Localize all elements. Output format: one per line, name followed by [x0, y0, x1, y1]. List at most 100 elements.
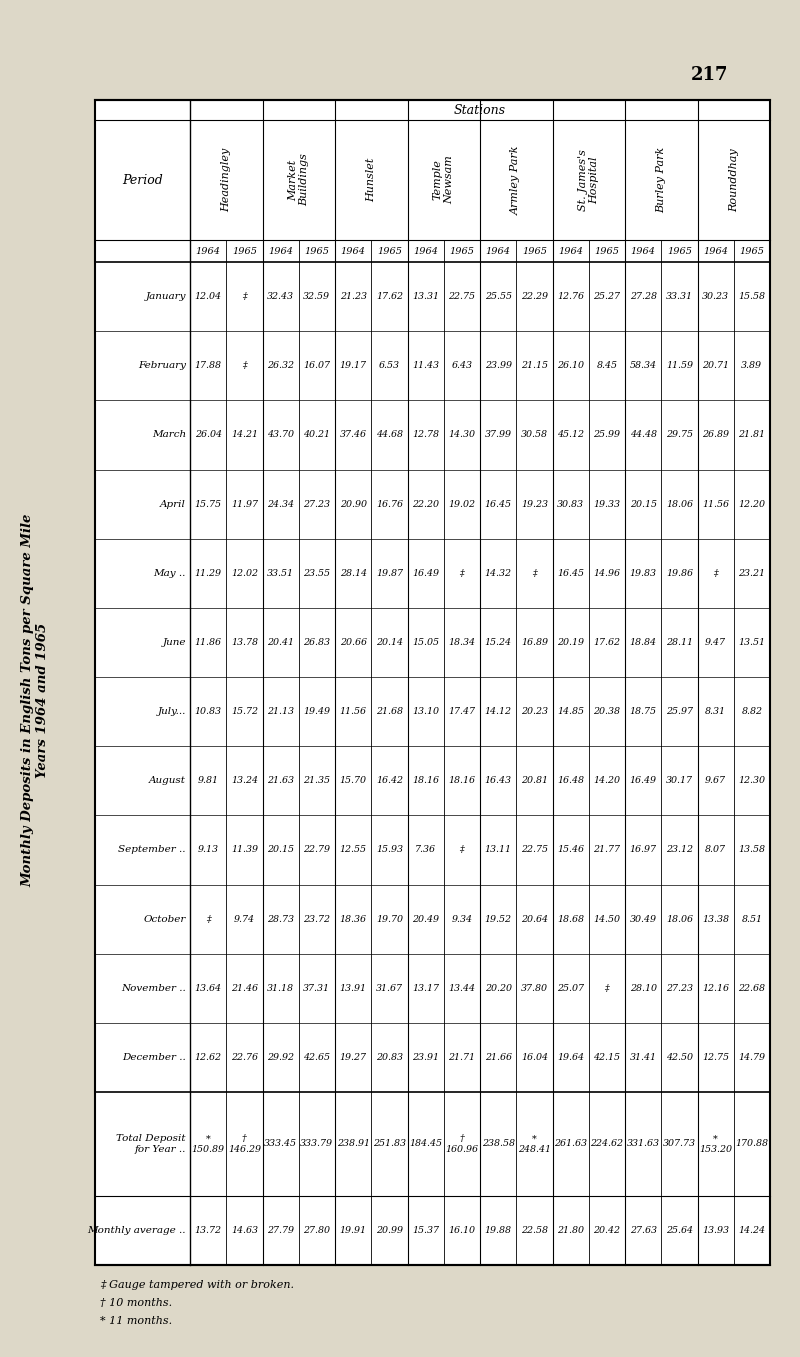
Text: ‡: ‡	[605, 984, 610, 993]
Text: 16.49: 16.49	[412, 569, 439, 578]
Text: 13.78: 13.78	[231, 638, 258, 647]
Text: 18.75: 18.75	[630, 707, 657, 716]
Text: 17.47: 17.47	[448, 707, 475, 716]
Text: 20.20: 20.20	[485, 984, 512, 993]
Text: 31.41: 31.41	[630, 1053, 657, 1063]
Text: 21.68: 21.68	[376, 707, 403, 716]
Text: 12.75: 12.75	[702, 1053, 729, 1063]
Text: 16.42: 16.42	[376, 776, 403, 786]
Text: 1965: 1965	[594, 247, 619, 255]
Text: 32.43: 32.43	[267, 292, 294, 301]
Text: 3.89: 3.89	[742, 361, 762, 370]
Text: 19.23: 19.23	[521, 499, 548, 509]
Text: 14.20: 14.20	[594, 776, 620, 786]
Text: 261.63: 261.63	[554, 1140, 587, 1148]
Text: 28.11: 28.11	[666, 638, 693, 647]
Text: 19.91: 19.91	[340, 1225, 366, 1235]
Text: 15.24: 15.24	[485, 638, 512, 647]
Text: 1965: 1965	[522, 247, 547, 255]
Text: 22.79: 22.79	[303, 845, 330, 855]
Text: Monthly Deposits in English Tons per Square Mile: Monthly Deposits in English Tons per Squ…	[22, 513, 34, 886]
Text: 20.15: 20.15	[630, 499, 657, 509]
Text: ‡: ‡	[206, 915, 210, 924]
Text: 13.44: 13.44	[448, 984, 475, 993]
Text: 1964: 1964	[558, 247, 583, 255]
Text: 29.92: 29.92	[267, 1053, 294, 1063]
Text: 14.30: 14.30	[448, 430, 475, 440]
Text: October: October	[144, 915, 186, 924]
Text: 20.71: 20.71	[702, 361, 729, 370]
Text: 27.23: 27.23	[666, 984, 693, 993]
Text: 37.46: 37.46	[340, 430, 366, 440]
Text: 19.17: 19.17	[340, 361, 366, 370]
Text: ‡: ‡	[242, 361, 246, 370]
Text: Total Deposit
for Year ..: Total Deposit for Year ..	[117, 1134, 186, 1153]
Text: 11.56: 11.56	[702, 499, 729, 509]
Text: 1964: 1964	[341, 247, 366, 255]
Text: *
153.20: * 153.20	[699, 1134, 732, 1153]
Text: 12.76: 12.76	[557, 292, 584, 301]
Text: 30.49: 30.49	[630, 915, 657, 924]
Text: 20.90: 20.90	[340, 499, 366, 509]
Text: 31.18: 31.18	[267, 984, 294, 993]
Text: 23.21: 23.21	[738, 569, 766, 578]
Text: 217: 217	[691, 66, 729, 84]
Text: Temple
Newsam: Temple Newsam	[433, 156, 454, 205]
Text: 11.86: 11.86	[194, 638, 222, 647]
Text: 25.07: 25.07	[557, 984, 584, 993]
Text: 22.76: 22.76	[231, 1053, 258, 1063]
Text: 21.77: 21.77	[594, 845, 620, 855]
Text: 16.48: 16.48	[557, 776, 584, 786]
Text: *
248.41: * 248.41	[518, 1134, 551, 1153]
Text: 20.41: 20.41	[267, 638, 294, 647]
Text: 15.70: 15.70	[340, 776, 366, 786]
Text: 16.45: 16.45	[557, 569, 584, 578]
Text: 16.97: 16.97	[630, 845, 657, 855]
Text: 20.19: 20.19	[557, 638, 584, 647]
Text: Hunslet: Hunslet	[366, 157, 376, 202]
Text: Headingley: Headingley	[222, 148, 231, 212]
Text: 20.14: 20.14	[376, 638, 403, 647]
Text: 27.80: 27.80	[303, 1225, 330, 1235]
Text: 9.13: 9.13	[198, 845, 218, 855]
Text: 19.70: 19.70	[376, 915, 403, 924]
Text: 307.73: 307.73	[663, 1140, 696, 1148]
Text: 15.75: 15.75	[194, 499, 222, 509]
Text: 8.51: 8.51	[742, 915, 762, 924]
Text: 13.93: 13.93	[702, 1225, 729, 1235]
Text: April: April	[160, 499, 186, 509]
Bar	[95, 100, 770, 1265]
Text: 19.33: 19.33	[594, 499, 620, 509]
Text: 238.58: 238.58	[482, 1140, 514, 1148]
Text: 25.64: 25.64	[666, 1225, 693, 1235]
Text: August: August	[149, 776, 186, 786]
Text: 23.55: 23.55	[303, 569, 330, 578]
Text: 1964: 1964	[413, 247, 438, 255]
Text: 21.66: 21.66	[485, 1053, 512, 1063]
Text: 331.63: 331.63	[626, 1140, 660, 1148]
Text: 18.06: 18.06	[666, 915, 693, 924]
Text: 19.52: 19.52	[485, 915, 512, 924]
Text: September ..: September ..	[118, 845, 186, 855]
Text: 6.53: 6.53	[379, 361, 400, 370]
Text: 14.50: 14.50	[594, 915, 620, 924]
Text: ‡: ‡	[242, 292, 246, 301]
Text: 26.32: 26.32	[267, 361, 294, 370]
Text: 37.31: 37.31	[303, 984, 330, 993]
Text: 30.58: 30.58	[521, 430, 548, 440]
Text: 21.35: 21.35	[303, 776, 330, 786]
Text: 8.07: 8.07	[705, 845, 726, 855]
Text: 13.91: 13.91	[340, 984, 366, 993]
Text: Stations: Stations	[454, 103, 506, 117]
Text: 19.27: 19.27	[340, 1053, 366, 1063]
Text: †
146.29: † 146.29	[228, 1134, 261, 1153]
Text: 16.43: 16.43	[485, 776, 512, 786]
Text: 20.49: 20.49	[412, 915, 439, 924]
Text: 12.55: 12.55	[340, 845, 366, 855]
Text: 26.89: 26.89	[702, 430, 729, 440]
Text: 15.72: 15.72	[231, 707, 258, 716]
Text: 42.15: 42.15	[594, 1053, 620, 1063]
Text: 27.28: 27.28	[630, 292, 657, 301]
Text: 43.70: 43.70	[267, 430, 294, 440]
Text: 1964: 1964	[630, 247, 656, 255]
